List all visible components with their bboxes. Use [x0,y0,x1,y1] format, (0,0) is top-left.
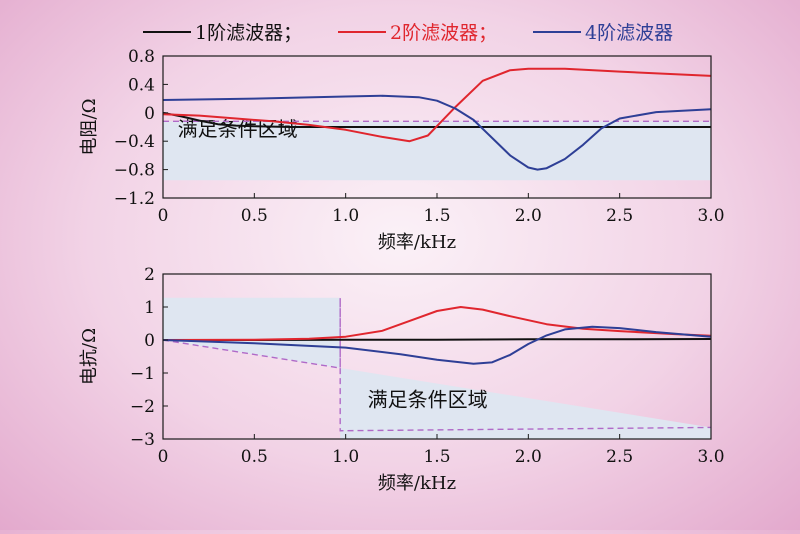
series-line [162,306,712,341]
condition-region-left [163,297,341,369]
x-tick-label: 2.0 [515,447,542,467]
x-tick-label: 2.0 [515,206,542,226]
series-line [162,111,711,128]
y-tick-label: 0 [144,104,155,124]
x-tick-label: 1.0 [332,206,359,226]
y-tick-label: −1.2 [114,189,155,209]
y-tick-label: 0 [144,331,155,351]
y-tick-label: 2 [144,265,155,285]
y-tick-label: −3 [130,430,155,450]
y-tick-label: −1 [130,364,155,384]
x-tick-label: 2.5 [606,206,633,226]
x-tick-label: 1.5 [423,447,450,467]
x-axis-title: 频率/kHz [378,232,456,253]
condition-region-right [340,368,711,439]
x-tick-label: 2.5 [606,447,633,467]
y-tick-label: 0.4 [128,75,155,95]
reactance-chart: 满足条件区域 0 0.5 1.0 1.5 2.0 2.5 3.0 2 1 0 −1 −2 −3 频率/kHz… [79,265,725,494]
x-tick-label: 0 [158,206,169,226]
x-tick-label: 3.0 [697,206,724,226]
x-tick-label: 0.5 [241,447,268,467]
y-axis-title: 电阻/Ω [79,99,100,156]
y-tick-label: −0.4 [114,132,155,152]
legend-label: 2阶滤波器； [390,22,497,44]
y-tick-label: −2 [130,397,155,417]
series-line [162,325,712,365]
x-axis-title: 频率/kHz [378,473,456,494]
x-tick-label: 3.0 [697,447,724,467]
legend-label: 4阶滤波器 [585,22,673,44]
x-tick-label: 0 [158,447,169,467]
x-tick-label: 1.5 [423,206,450,226]
legend-label: 1阶滤波器； [195,22,302,44]
x-tick-label: 1.0 [332,447,359,467]
region-label: 满足条件区域 [368,388,488,412]
y-tick-label: 0.8 [128,47,155,67]
legend: 1阶滤波器； 2阶滤波器； 4阶滤波器 [143,22,673,44]
y-tick-label: −0.8 [114,161,155,181]
y-axis-title: 电抗/Ω [79,328,100,385]
series-line [162,67,712,143]
x-tick-label: 0.5 [241,206,268,226]
condition-region [163,121,711,181]
y-tick-label: 1 [144,298,155,318]
series-line [162,94,712,171]
